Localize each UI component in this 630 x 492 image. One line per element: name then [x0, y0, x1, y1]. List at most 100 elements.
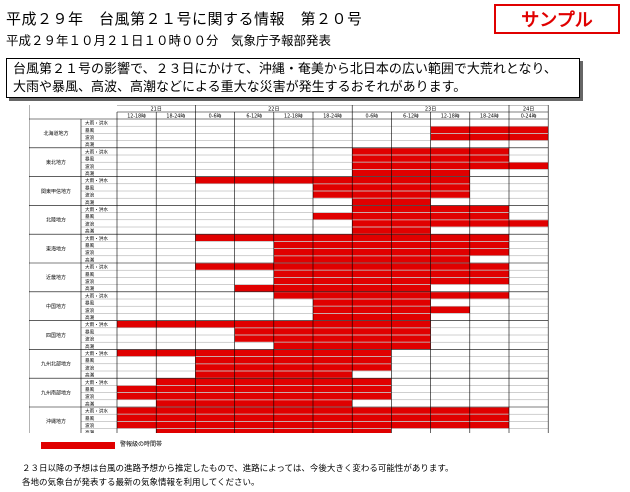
warning-cell: [234, 349, 274, 357]
warning-cell: [313, 292, 353, 299]
hazard-label: 波浪: [85, 192, 95, 199]
hazard-label: 高潮: [85, 199, 95, 206]
warning-cell: [469, 241, 509, 249]
region-label-9: 九州南部地方: [41, 389, 71, 396]
warning-cell: [469, 133, 509, 141]
warning-cell: [352, 198, 392, 205]
warning-cell: [391, 407, 431, 414]
period-header-0: 12-18時: [127, 114, 146, 120]
warning-cell: [391, 335, 431, 342]
hazard-label: 高潮: [85, 256, 95, 263]
warning-cell: [313, 177, 353, 184]
warning-cell: [273, 349, 313, 357]
summary-line-1: 台風第２１号の影響で、２３日にかけて、沖縄・奄美から北日本の広い範囲で大荒れとな…: [13, 62, 557, 77]
warning-cell: [117, 421, 157, 429]
period-header-9: 18-24時: [480, 114, 499, 120]
warning-cell: [352, 349, 392, 357]
warning-cell: [273, 234, 313, 241]
warning-cell: [273, 342, 313, 349]
hazard-label: 波浪: [85, 278, 95, 285]
hazard-label: 暴風: [85, 358, 95, 364]
warning-cell: [391, 263, 431, 270]
warning-cell: [430, 414, 470, 421]
warning-cell: [313, 385, 353, 393]
warning-cell: [352, 205, 392, 213]
warning-cell: [156, 321, 196, 328]
warning-cell: [391, 256, 431, 263]
warning-cell: [313, 299, 353, 306]
period-header-10: 0-24時: [521, 114, 537, 120]
warning-cell: [469, 407, 509, 414]
warning-cell: [430, 220, 470, 227]
warning-cell: [352, 177, 392, 184]
warning-cell: [234, 364, 274, 371]
warning-cell: [313, 414, 353, 421]
warning-cell: [391, 306, 431, 313]
hazard-label: 高潮: [85, 343, 95, 350]
period-header-5: 18-24時: [323, 114, 342, 120]
warning-cell: [273, 321, 313, 328]
warning-cell: [469, 205, 509, 213]
hazard-label: 大雨・洪水: [85, 321, 108, 328]
warning-cell: [430, 292, 470, 299]
region-label-7: 四国地方: [46, 332, 66, 339]
warning-cell: [313, 349, 353, 357]
warning-cell: [469, 148, 509, 155]
sample-badge: サンプル: [494, 4, 620, 34]
hazard-label: 大雨・洪水: [85, 235, 108, 242]
warning-cell: [352, 155, 392, 162]
hazard-label: 大雨・洪水: [85, 206, 108, 213]
warning-cell: [391, 148, 431, 155]
hazard-label: 大雨・洪水: [85, 177, 108, 184]
region-label-10: 沖縄地方: [46, 418, 66, 425]
warning-cell: [273, 364, 313, 371]
warning-cell: [352, 292, 392, 299]
warning-cell: [195, 357, 235, 364]
hazard-label: 波浪: [85, 134, 95, 141]
warning-cell: [352, 306, 392, 313]
hazard-label: 大雨・洪水: [85, 148, 108, 155]
warning-cell: [352, 299, 392, 306]
warning-cell: [273, 285, 313, 292]
warning-cell: [195, 385, 235, 393]
warning-cell: [234, 285, 274, 292]
warning-timeline-table: 21日 22日 23日 24日 12-18時 18-24時 0-6時 6-12時 12-18時 1…: [29, 105, 549, 433]
warning-cell: [195, 177, 235, 184]
warning-cell: [391, 270, 431, 277]
hazard-label: 高潮: [85, 400, 95, 407]
warning-cell: [391, 155, 431, 162]
warning-cell: [469, 213, 509, 220]
warning-cell: [352, 393, 392, 400]
region-label-2: 関東甲信地方: [41, 188, 71, 195]
warning-cell: [313, 378, 353, 385]
warning-cell: [273, 277, 313, 285]
warning-cell: [234, 328, 274, 335]
warning-cell: [352, 313, 392, 321]
issued-line: 平成２９年１０月２１日１０時００分 気象庁予報部発表: [6, 33, 332, 48]
hazard-label: 暴風: [85, 387, 95, 393]
warning-cell: [469, 155, 509, 162]
warning-cell: [273, 263, 313, 270]
warning-cell: [352, 213, 392, 220]
warning-cell: [234, 393, 274, 400]
warning-cell: [195, 429, 235, 433]
warning-cell: [391, 241, 431, 249]
warning-cell: [391, 177, 431, 184]
warning-cell: [469, 270, 509, 277]
warning-cell: [234, 429, 274, 433]
warning-cell: [313, 429, 353, 433]
warning-cell: [469, 421, 509, 429]
warning-cell: [234, 414, 274, 421]
hazard-label: 大雨・洪水: [85, 408, 108, 415]
hazard-label: 暴風: [85, 128, 95, 134]
warning-cell: [156, 421, 196, 429]
warning-cell: [273, 421, 313, 429]
warning-cell: [156, 378, 196, 385]
region-label-1: 東北地方: [46, 159, 66, 166]
hazard-label: 波浪: [85, 422, 95, 429]
warning-cell: [352, 256, 392, 263]
warning-cell: [234, 400, 274, 407]
warning-cell: [391, 198, 431, 205]
hazard-label: 大雨・洪水: [85, 120, 108, 127]
warning-cell: [234, 421, 274, 429]
